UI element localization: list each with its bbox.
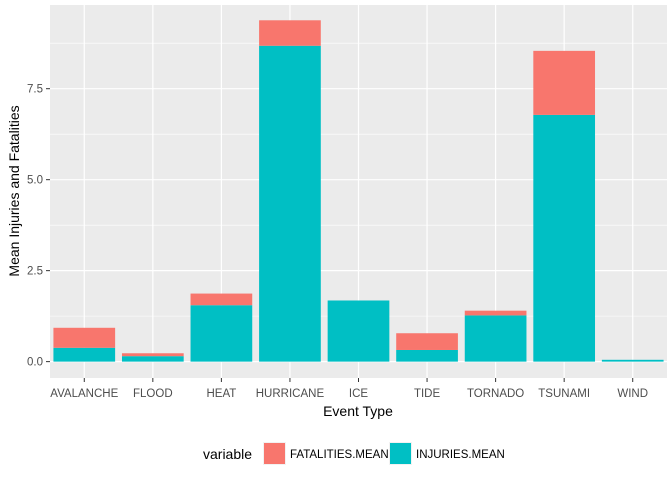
bar-injuries-flood [121, 356, 184, 362]
bar-fatalities-tide [396, 333, 458, 350]
x-tick-label: HEAT [206, 388, 236, 400]
bar-fatalities-heat [190, 293, 253, 306]
bar-injuries-heat [190, 305, 253, 362]
bar-injuries-tornado [464, 315, 527, 362]
legend-key-fatalities-mean [264, 443, 285, 464]
y-tick-label: 7.5 [27, 84, 43, 96]
bar-fatalities-hurricane [259, 20, 321, 46]
x-tick-label: TSUNAMI [538, 388, 590, 400]
bars [53, 20, 664, 362]
bar-fatalities-tornado [464, 310, 527, 316]
bar-injuries-wind [601, 359, 664, 362]
x-axis-title: Event Type [323, 403, 393, 419]
bar-injuries-avalanche [53, 347, 116, 362]
x-tick-label: ICE [349, 388, 369, 400]
bar-injuries-ice [327, 300, 390, 362]
legend: variable FATALITIES.MEAN INJURIES.MEAN [203, 442, 505, 465]
y-tick-label: 0.0 [27, 357, 43, 369]
y-tick-label: 5.0 [27, 175, 43, 187]
x-tick-label: FLOOD [133, 388, 173, 400]
y-axis: 0.0 2.5 5.0 7.5 [27, 84, 50, 369]
bar-fatalities-tsunami [533, 50, 596, 115]
legend-label: INJURIES.MEAN [416, 449, 505, 461]
x-tick-label: HURRICANE [256, 388, 325, 400]
x-tick-label: TORNADO [467, 388, 524, 400]
legend-title: variable [203, 446, 252, 462]
legend-label: FATALITIES.MEAN [290, 449, 389, 461]
bar-injuries-hurricane [259, 45, 321, 362]
bar-fatalities-flood [121, 353, 184, 357]
legend-key-injuries-mean [390, 443, 411, 464]
x-axis: AVALANCHE FLOOD HEAT HURRICANE ICE TIDE TORNAD… [50, 378, 648, 400]
x-tick-label: TIDE [414, 388, 441, 400]
bar-injuries-tsunami [533, 114, 596, 362]
x-tick-label: WIND [617, 388, 648, 400]
y-axis-title: Mean Injuries and Fatalities [6, 105, 22, 276]
x-tick-label: AVALANCHE [50, 388, 118, 400]
bar-fatalities-avalanche [53, 327, 116, 348]
y-tick-label: 2.5 [27, 266, 43, 278]
bar-injuries-tide [396, 349, 458, 362]
